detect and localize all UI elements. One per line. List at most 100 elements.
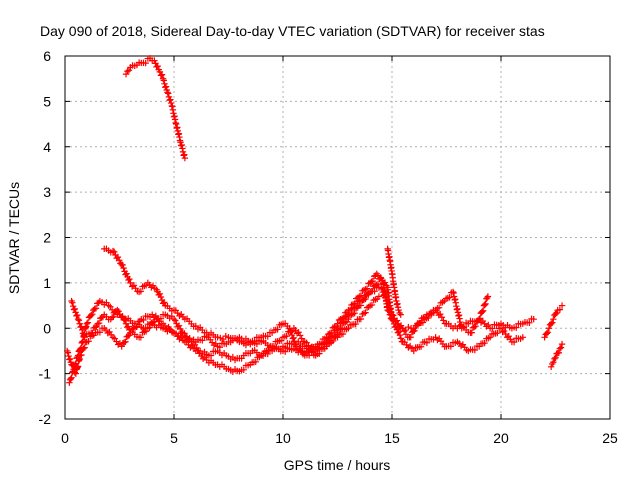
data-point-marker	[108, 314, 116, 321]
data-point-marker	[447, 343, 455, 350]
data-point-marker	[557, 344, 565, 351]
data-points	[63, 55, 566, 386]
data-point-marker	[71, 305, 79, 313]
y-tick-label: 3	[43, 184, 51, 200]
data-point-marker	[68, 374, 75, 381]
data-point-marker	[352, 320, 359, 328]
data-point-marker	[281, 344, 289, 351]
data-point-marker	[383, 297, 391, 304]
data-point-marker	[359, 310, 366, 318]
data-point-marker	[530, 315, 537, 323]
data-point-marker	[481, 301, 488, 308]
data-point-marker	[167, 96, 174, 103]
data-point-marker	[78, 323, 85, 330]
data-point-marker	[68, 361, 75, 368]
data-point-marker	[274, 326, 281, 333]
data-point-marker	[115, 308, 122, 315]
data-point-marker	[65, 352, 72, 360]
data-point-marker	[69, 362, 76, 369]
data-point-marker	[396, 323, 403, 331]
data-point-marker	[146, 324, 153, 331]
data-point-marker	[216, 344, 223, 351]
data-point-marker	[286, 325, 293, 332]
data-point-marker	[556, 345, 564, 352]
data-point-marker	[259, 352, 267, 359]
series-arc-g	[547, 340, 566, 371]
data-point-marker	[363, 285, 371, 292]
y-tick-label: 6	[43, 48, 51, 64]
x-tick-label: 20	[493, 430, 509, 446]
data-point-marker	[78, 351, 85, 359]
data-point-marker	[93, 323, 100, 330]
data-point-marker	[428, 310, 435, 318]
data-point-marker	[114, 306, 121, 314]
data-point-marker	[158, 71, 166, 78]
data-point-marker	[137, 334, 145, 341]
data-point-marker	[396, 331, 404, 339]
data-point-marker	[122, 70, 130, 78]
x-tick-label: 0	[61, 430, 69, 446]
data-point-marker	[79, 330, 87, 337]
data-point-marker	[111, 248, 118, 256]
data-point-marker	[160, 77, 168, 84]
data-point-marker	[96, 329, 104, 336]
data-point-marker	[110, 313, 117, 320]
data-point-marker	[483, 294, 491, 302]
data-point-marker	[340, 318, 347, 325]
data-point-marker	[298, 335, 305, 342]
data-point-marker	[476, 315, 484, 322]
data-point-marker	[397, 335, 405, 342]
data-point-marker	[170, 315, 178, 323]
y-tick-label: -1	[39, 366, 52, 382]
data-point-marker	[346, 310, 354, 318]
data-point-marker	[85, 338, 92, 345]
data-point-marker	[142, 59, 149, 67]
data-point-marker	[375, 293, 383, 300]
data-point-marker	[395, 320, 402, 327]
data-point-marker	[157, 293, 165, 301]
data-point-marker	[416, 319, 424, 327]
data-point-marker	[357, 315, 365, 323]
data-point-marker	[69, 299, 76, 306]
data-point-marker	[316, 345, 323, 353]
x-tick-label: 25	[602, 430, 618, 446]
data-point-marker	[378, 285, 386, 293]
data-point-marker	[485, 321, 492, 329]
data-point-marker	[125, 67, 133, 74]
data-point-marker	[410, 347, 417, 355]
data-point-marker	[125, 323, 132, 330]
series-arc-high	[122, 55, 189, 162]
data-point-marker	[140, 316, 147, 324]
data-point-marker	[127, 279, 134, 287]
data-point-marker	[118, 343, 125, 350]
data-point-marker	[164, 90, 172, 97]
y-axis-label: SDTVAR / TECUs	[6, 182, 22, 294]
data-point-marker	[120, 264, 127, 272]
series-arc-d	[63, 293, 383, 377]
y-tick-label: 1	[43, 275, 51, 291]
x-axis-label: GPS time / hours	[284, 457, 391, 473]
data-point-marker	[471, 346, 479, 354]
data-point-marker	[66, 379, 73, 386]
data-point-marker	[374, 280, 382, 288]
data-point-marker	[526, 319, 533, 326]
data-point-marker	[126, 275, 133, 283]
data-point-marker	[123, 270, 130, 277]
data-point-marker	[156, 290, 164, 298]
x-tick-label: 15	[384, 430, 400, 446]
data-point-marker	[151, 57, 158, 64]
data-point-marker	[89, 310, 96, 318]
data-point-marker	[78, 339, 85, 347]
data-point-marker	[558, 340, 566, 348]
data-point-marker	[541, 334, 548, 341]
data-point-marker	[468, 329, 475, 336]
data-point-marker	[252, 358, 259, 366]
series-arc-e	[384, 245, 404, 318]
data-point-marker	[91, 305, 98, 313]
data-point-marker	[160, 299, 168, 306]
data-point-marker	[471, 323, 478, 331]
data-point-marker	[290, 334, 297, 341]
data-point-marker	[157, 72, 165, 79]
data-point-marker	[179, 148, 187, 156]
